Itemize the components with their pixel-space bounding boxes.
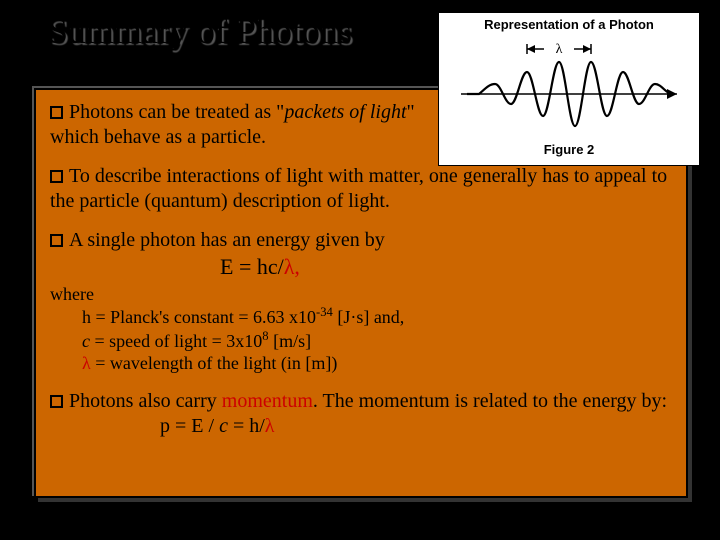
- bullet-3: A single photon has an energy given by E…: [50, 228, 672, 281]
- momentum-formula: p = E / c = h/λ: [50, 414, 275, 439]
- wavelength-line: λ = wavelength of the light (in [m]): [50, 352, 672, 375]
- pf-b: = h/: [228, 415, 265, 437]
- c-a: c: [82, 331, 90, 351]
- bullet-square-icon: [50, 170, 63, 183]
- pf-l: λ: [265, 415, 275, 437]
- figure-caption: Figure 2: [439, 142, 699, 157]
- b1-em: packets of light: [284, 101, 406, 123]
- photon-figure: Representation of a Photon λ Figure 2: [438, 12, 700, 166]
- h-a: h = Planck's constant = 6.63 x10: [82, 307, 316, 327]
- b4-momentum: momentum: [222, 390, 313, 412]
- figure-title: Representation of a Photon: [439, 17, 699, 32]
- b4-a: Photons also carry: [69, 390, 222, 412]
- speed-line: c = speed of light = 3x108 [m/s]: [50, 329, 672, 353]
- bullet-4: Photons also carry momentum. The momentu…: [50, 389, 672, 439]
- bullet-2: To describe interactions of light with m…: [50, 164, 672, 214]
- slide-title: Summary of Photons: [48, 10, 352, 52]
- planck-line: h = Planck's constant = 6.63 x10-34 [J·s…: [50, 305, 672, 329]
- l-b: = wavelength of the light (in [m]): [91, 353, 338, 373]
- bullet-1: Photons can be treated as "packets of li…: [50, 100, 440, 150]
- bullet-square-icon: [50, 234, 63, 247]
- bullet-square-icon: [50, 395, 63, 408]
- l-a: λ: [82, 353, 91, 373]
- h-b: [J·s] and,: [333, 307, 404, 327]
- pf-a: p = E /: [160, 415, 219, 437]
- pf-c: c: [219, 415, 228, 437]
- b4-b: . The momentum is related to the energy …: [313, 390, 667, 412]
- b1-pre: Photons can be treated as ": [69, 101, 284, 123]
- slide: Summary of Photons Representation of a P…: [0, 0, 720, 540]
- c-b: = speed of light = 3x10: [90, 331, 262, 351]
- formula-lhs: E = hc/: [220, 254, 284, 279]
- lambda-label: λ: [556, 42, 563, 57]
- h-exp: -34: [316, 305, 333, 319]
- formula-lambda: λ: [284, 254, 295, 279]
- photon-wave-diagram: λ: [449, 34, 689, 144]
- b2-text: To describe interactions of light with m…: [50, 165, 667, 212]
- where-label: where: [50, 283, 672, 306]
- c-c: [m/s]: [269, 331, 312, 351]
- energy-formula: E = hc/λ,: [50, 253, 672, 281]
- b3-text: A single photon has an energy given by: [69, 229, 385, 251]
- formula-comma: ,: [294, 254, 300, 279]
- bullet-square-icon: [50, 106, 63, 119]
